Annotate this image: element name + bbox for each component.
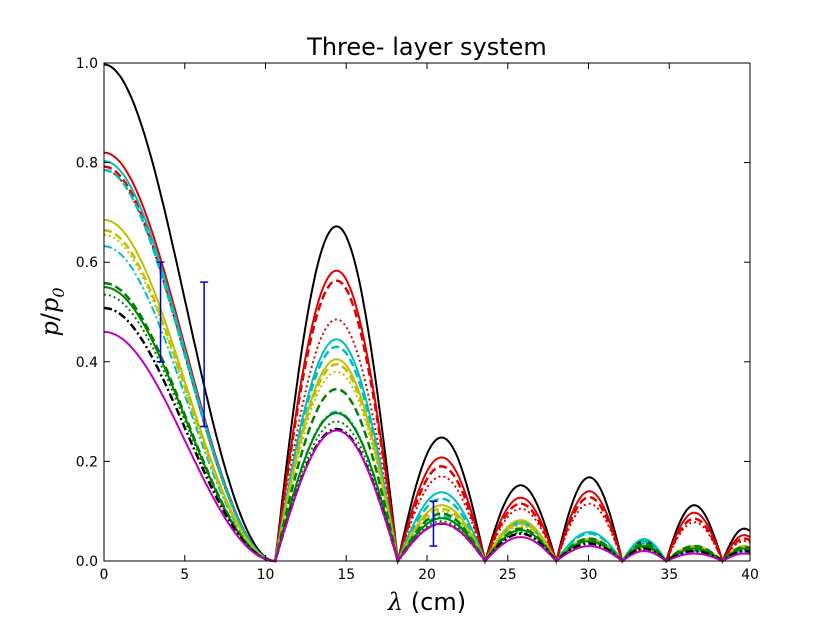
chart-title: Three- layer system: [306, 33, 547, 61]
series-line-0: [103, 63, 751, 565]
y-axis-denominator: p: [36, 298, 64, 313]
x-ticks: 0 5 10 15 20 25 30 35 40: [100, 63, 759, 583]
y-tick-label: 0.2: [76, 454, 98, 470]
series-line-8: [103, 229, 751, 565]
x-tick-label: 15: [337, 567, 355, 583]
errorbar-layer: [156, 261, 438, 547]
x-axis-label: λ (cm): [387, 588, 466, 616]
series-line-3: [103, 169, 751, 564]
x-tick-label: 30: [580, 567, 598, 583]
y-axis-label: p/p0: [36, 287, 68, 336]
y-axis-numerator: p: [36, 321, 64, 336]
y-axis-slash: /: [36, 312, 64, 321]
x-axis-symbol: λ: [387, 588, 403, 616]
x-axis-unit: (cm): [403, 588, 466, 616]
series-line-12: [104, 293, 750, 564]
y-tick-label: 0.6: [76, 255, 98, 271]
series-line-1: [103, 151, 751, 565]
y-tick-label: 1.0: [76, 56, 98, 72]
x-tick-label: 10: [257, 567, 275, 583]
series-line-7: [103, 218, 750, 565]
y-axis-subscript: 0: [49, 287, 68, 297]
series-line-10: [103, 281, 751, 565]
series-line-5: [103, 168, 751, 566]
x-tick-label: 20: [418, 567, 436, 583]
series-layer: [103, 63, 751, 566]
y-tick-label: 0.4: [76, 355, 98, 371]
series-line-4: [103, 160, 750, 565]
y-tick-label: 0.8: [76, 156, 98, 172]
x-tick-label: 25: [499, 567, 517, 583]
y-tick-label: 0.0: [76, 554, 98, 570]
x-tick-label: 40: [741, 567, 759, 583]
x-tick-label: 35: [660, 567, 678, 583]
y-ticks: 0.0 0.2 0.4 0.6 0.8 1.0: [76, 56, 750, 570]
series-line-14: [103, 330, 750, 564]
x-tick-label: 5: [180, 567, 189, 583]
x-tick-label: 0: [100, 567, 109, 583]
